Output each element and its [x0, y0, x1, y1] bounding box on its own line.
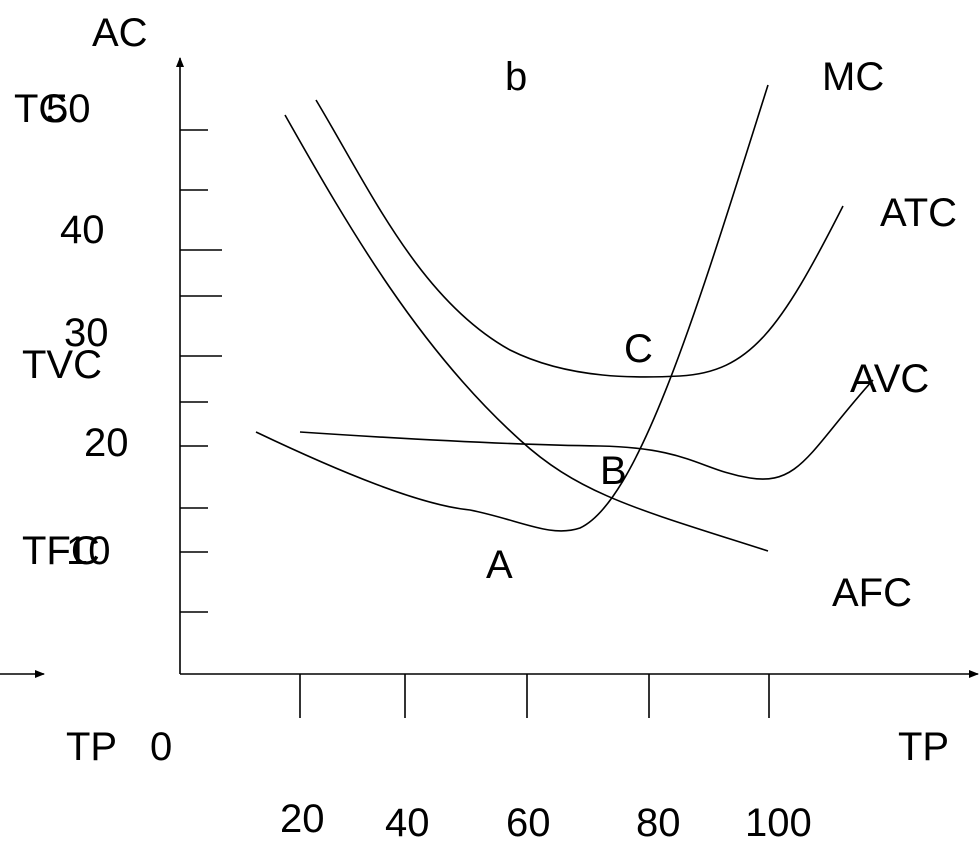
y-tick-label: 20	[84, 421, 129, 465]
x-tick-label: 20	[280, 797, 325, 841]
y-tick-label: 40	[60, 208, 105, 252]
x-axis-label-right-tp: TP	[898, 725, 949, 769]
x-tick-label: 40	[385, 801, 430, 844]
x-tick-label: 80	[636, 801, 681, 844]
series-label-mc: MC	[822, 55, 884, 99]
afc-curve	[284, 114, 769, 552]
y-axis-label-tvc: TVC	[22, 343, 102, 387]
top-label-b: b	[505, 55, 527, 99]
x-tick-label: 60	[506, 801, 551, 844]
series-label-atc: ATC	[880, 191, 957, 235]
point-label-c: C	[624, 327, 653, 371]
point-label-b: B	[600, 449, 627, 493]
y-tick-label: 10	[66, 529, 111, 573]
y-axis-label-tfc: TFC	[22, 529, 100, 573]
y-axis-label-ac: AC	[92, 11, 148, 55]
atc-curve	[315, 99, 844, 378]
avc-curve	[299, 379, 874, 480]
y-axis-label-tc: TC	[14, 87, 67, 131]
series-label-afc: AFC	[832, 571, 912, 615]
x-tick-label: 100	[745, 801, 812, 844]
x-axis-label-left-tp: TP	[66, 725, 117, 769]
mc-curve	[255, 84, 769, 532]
y-tick-label: 30	[64, 311, 109, 355]
y-tick-label: 50	[46, 87, 91, 131]
series-label-avc: AVC	[850, 357, 929, 401]
point-label-a: A	[486, 543, 513, 587]
x-axis-origin-label: 0	[150, 725, 172, 769]
